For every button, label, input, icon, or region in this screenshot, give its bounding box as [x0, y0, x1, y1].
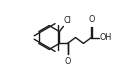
Text: OH: OH	[100, 33, 112, 42]
Text: O: O	[89, 15, 95, 24]
Text: Cl: Cl	[64, 16, 72, 25]
Text: O: O	[65, 57, 71, 66]
